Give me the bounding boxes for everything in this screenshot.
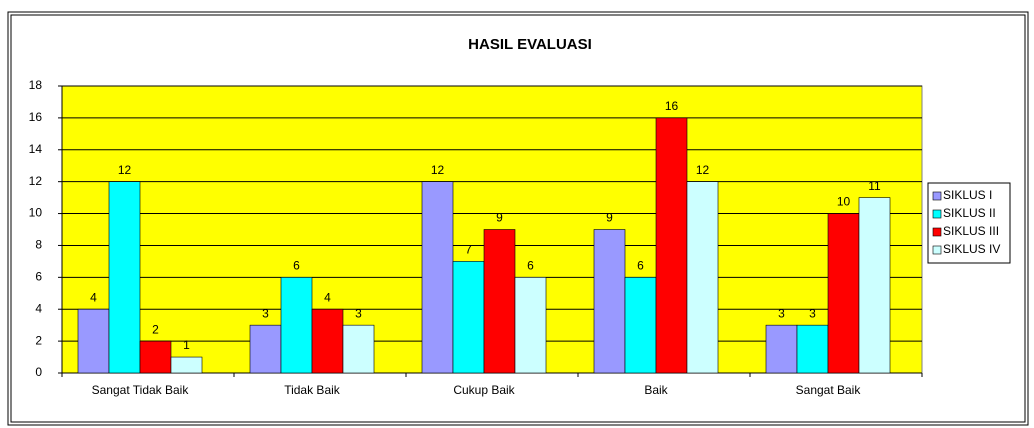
y-tick-label: 0 — [35, 365, 42, 379]
data-label: 4 — [90, 290, 97, 304]
data-label: 2 — [152, 322, 159, 336]
data-label: 3 — [355, 306, 362, 320]
bar — [280, 277, 313, 374]
bar — [342, 324, 375, 374]
bar — [655, 117, 688, 374]
y-tick-label: 2 — [35, 333, 42, 347]
data-label: 4 — [324, 290, 331, 304]
data-label: 11 — [868, 179, 881, 193]
x-tick-label: Sangat Tidak Baik — [92, 383, 190, 397]
legend-swatch — [932, 245, 942, 255]
data-label: 1 — [183, 338, 190, 352]
bar — [483, 229, 516, 374]
legend-box — [927, 182, 1011, 264]
data-label: 12 — [118, 163, 132, 177]
y-tick-label: 12 — [29, 174, 43, 188]
bar — [139, 340, 172, 374]
x-tick-label: Sangat Baik — [796, 383, 862, 397]
legend-swatch — [932, 209, 942, 219]
legend-swatch — [932, 191, 942, 201]
bar — [686, 181, 719, 374]
data-label: 6 — [293, 259, 300, 273]
y-tick-label: 14 — [29, 142, 43, 156]
bar — [311, 308, 344, 374]
data-label: 9 — [496, 211, 503, 225]
data-label: 10 — [837, 195, 851, 209]
chart-inner-border — [10, 14, 1026, 423]
data-label: 16 — [665, 99, 679, 113]
bar — [827, 213, 860, 374]
x-tick-label: Baik — [644, 383, 668, 397]
bar — [796, 324, 829, 374]
data-label: 12 — [431, 163, 445, 177]
bar — [108, 181, 141, 374]
bar — [421, 181, 454, 374]
chart-title: HASIL EVALUASI — [468, 36, 592, 53]
data-label: 6 — [637, 259, 644, 273]
y-tick-label: 8 — [35, 238, 42, 252]
bar — [593, 229, 626, 374]
bar — [77, 308, 110, 374]
x-tick-label: Cukup Baik — [453, 383, 515, 397]
data-label: 3 — [809, 306, 816, 320]
legend-label: SIKLUS I — [943, 188, 992, 202]
legend-label: SIKLUS IV — [943, 242, 1000, 256]
y-tick-label: 18 — [29, 78, 43, 92]
data-label: 3 — [778, 306, 785, 320]
data-label: 3 — [262, 306, 269, 320]
data-label: 9 — [606, 211, 613, 225]
legend-swatch — [932, 227, 942, 237]
y-tick-label: 10 — [29, 206, 43, 220]
legend-label: SIKLUS II — [943, 206, 996, 220]
bar — [765, 324, 798, 374]
legend-label: SIKLUS III — [943, 224, 999, 238]
y-tick-label: 4 — [35, 301, 42, 315]
y-tick-label: 16 — [29, 110, 43, 124]
y-tick-label: 6 — [35, 270, 42, 284]
bar — [249, 324, 282, 374]
data-label: 7 — [465, 243, 472, 257]
bar — [858, 197, 891, 374]
bar — [170, 356, 203, 374]
data-label: 6 — [527, 259, 534, 273]
x-tick-label: Tidak Baik — [284, 383, 341, 397]
bar — [624, 277, 657, 374]
data-label: 12 — [696, 163, 710, 177]
bar — [514, 277, 547, 374]
bar — [452, 261, 485, 374]
